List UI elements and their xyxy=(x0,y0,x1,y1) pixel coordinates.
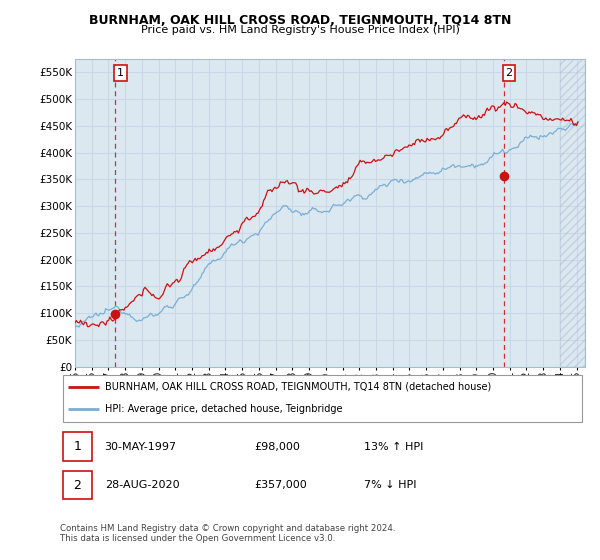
Text: 28-AUG-2020: 28-AUG-2020 xyxy=(104,480,179,490)
Text: £357,000: £357,000 xyxy=(254,480,307,490)
Text: Price paid vs. HM Land Registry's House Price Index (HPI): Price paid vs. HM Land Registry's House … xyxy=(140,25,460,35)
Text: 1: 1 xyxy=(117,68,124,78)
Text: 1: 1 xyxy=(73,440,81,453)
Text: 30-MAY-1997: 30-MAY-1997 xyxy=(104,441,177,451)
Text: 7% ↓ HPI: 7% ↓ HPI xyxy=(365,480,417,490)
FancyBboxPatch shape xyxy=(62,375,583,422)
Text: 13% ↑ HPI: 13% ↑ HPI xyxy=(365,441,424,451)
Text: BURNHAM, OAK HILL CROSS ROAD, TEIGNMOUTH, TQ14 8TN: BURNHAM, OAK HILL CROSS ROAD, TEIGNMOUTH… xyxy=(89,14,511,27)
Text: £98,000: £98,000 xyxy=(254,441,300,451)
Text: BURNHAM, OAK HILL CROSS ROAD, TEIGNMOUTH, TQ14 8TN (detached house): BURNHAM, OAK HILL CROSS ROAD, TEIGNMOUTH… xyxy=(104,382,491,392)
Text: 2: 2 xyxy=(73,479,81,492)
Text: HPI: Average price, detached house, Teignbridge: HPI: Average price, detached house, Teig… xyxy=(104,404,342,414)
FancyBboxPatch shape xyxy=(62,471,91,500)
FancyBboxPatch shape xyxy=(62,432,91,461)
Text: Contains HM Land Registry data © Crown copyright and database right 2024.
This d: Contains HM Land Registry data © Crown c… xyxy=(60,524,395,543)
Text: 2: 2 xyxy=(506,68,512,78)
